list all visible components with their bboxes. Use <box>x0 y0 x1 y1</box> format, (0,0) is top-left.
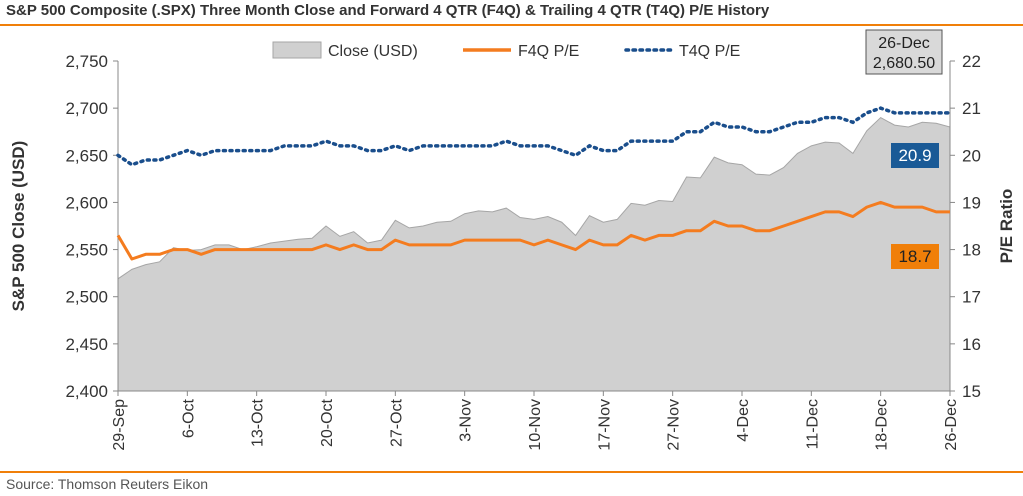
y-tick-label: 2,650 <box>65 146 108 165</box>
y-axis-title: S&P 500 Close (USD) <box>9 141 28 312</box>
legend-f4q-label: F4Q P/E <box>518 43 579 60</box>
close-area-layer <box>117 116 951 392</box>
y2-tick-label: 20 <box>962 146 981 165</box>
legend-close-swatch <box>272 41 322 59</box>
x-tick-label: 26-Dec <box>943 399 960 451</box>
y-tick-label: 2,700 <box>65 99 108 118</box>
legend-t4q-label: T4Q P/E <box>679 43 740 60</box>
f4q-last-label: 18.7 <box>898 247 931 266</box>
y2-tick-label: 15 <box>962 382 981 401</box>
y2-tick-label: 19 <box>962 193 981 212</box>
y-tick-label: 2,750 <box>65 52 108 71</box>
x-tick-label: 20-Oct <box>319 398 336 447</box>
x-tick-label: 29-Sep <box>111 399 128 451</box>
legend-close-label: Close (USD) <box>328 43 418 60</box>
axes-layer <box>113 60 955 396</box>
labels-layer: 2,400 2,450 2,500 2,550 2,600 2,650 2,700 2,750… <box>65 52 980 451</box>
y2-tick-label: 17 <box>962 288 981 307</box>
legend: Close (USD) F4Q P/E T4Q P/E <box>272 41 740 60</box>
x-tick-label: 13-Oct <box>250 398 267 447</box>
f4q-line <box>116 200 950 261</box>
x-tick-label: 11-Dec <box>804 399 821 449</box>
t4q-line <box>116 106 952 167</box>
x-tick-label: 6-Oct <box>180 398 197 438</box>
y-tick-label: 2,400 <box>65 382 108 401</box>
source-note: Source: Thomson Reuters Eikon <box>6 476 209 492</box>
t4q-last-badge: 20.9 <box>891 143 939 168</box>
t4q-last-label: 20.9 <box>898 146 931 165</box>
chart-title: S&P 500 Composite (.SPX) Three Month Clo… <box>6 2 770 19</box>
last-date-label: 26-Dec <box>878 35 930 52</box>
f4q-last-badge: 18.7 <box>891 244 939 269</box>
x-tick-label: 10-Nov <box>527 399 544 451</box>
y-tick-label: 2,550 <box>65 241 108 260</box>
x-tick-label: 4-Dec <box>735 399 752 442</box>
y2-tick-label: 16 <box>962 335 981 354</box>
y2-axis-title: P/E Ratio <box>997 189 1016 264</box>
y2-tick-label: 22 <box>962 52 981 71</box>
x-tick-label: 17-Nov <box>596 399 613 451</box>
title-rule <box>0 24 1023 26</box>
last-close-box: 26-Dec 2,680.50 <box>865 29 943 75</box>
y-tick-label: 2,500 <box>65 288 108 307</box>
y-tick-label: 2,450 <box>65 335 108 354</box>
y2-tick-label: 21 <box>962 99 981 118</box>
x-tick-label: 27-Oct <box>388 398 405 447</box>
x-tick-label: 27-Nov <box>666 399 683 451</box>
close-area <box>117 116 951 392</box>
pe-lines-layer <box>116 106 952 261</box>
y2-tick-label: 18 <box>962 241 981 260</box>
x-tick-label: 18-Dec <box>874 399 891 451</box>
source-rule <box>0 471 1023 473</box>
last-close-label: 2,680.50 <box>873 55 935 72</box>
y-tick-label: 2,600 <box>65 193 108 212</box>
x-tick-label: 3-Nov <box>458 399 475 442</box>
